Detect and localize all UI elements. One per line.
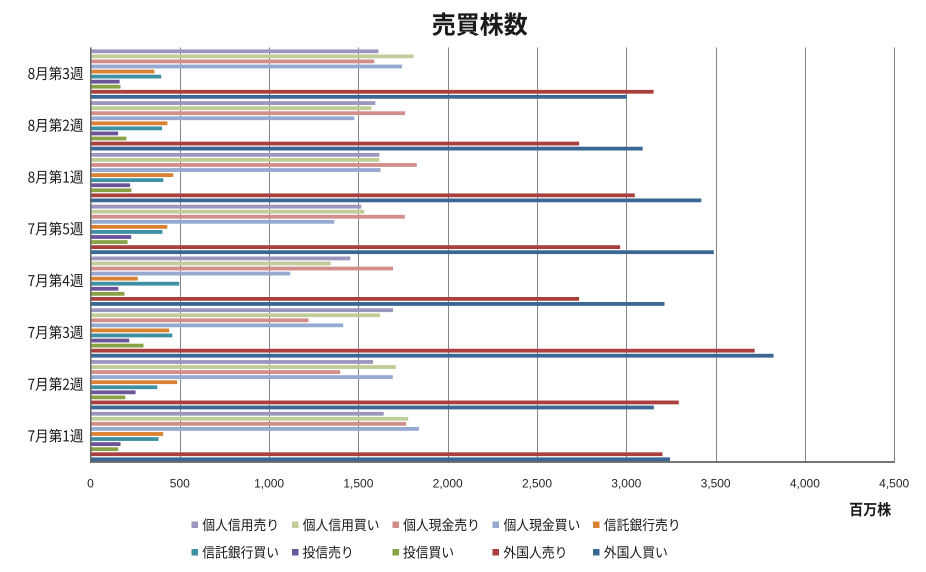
- svg-text:2,000: 2,000: [433, 477, 463, 491]
- svg-text:3,500: 3,500: [701, 477, 731, 491]
- svg-text:0: 0: [87, 477, 94, 491]
- svg-text:3,000: 3,000: [611, 477, 641, 491]
- svg-text:4,000: 4,000: [790, 477, 820, 491]
- svg-text:1,000: 1,000: [254, 477, 284, 491]
- svg-text:2,500: 2,500: [522, 477, 552, 491]
- svg-text:4,500: 4,500: [879, 477, 909, 491]
- svg-text:1,500: 1,500: [343, 477, 373, 491]
- svg-text:500: 500: [170, 477, 190, 491]
